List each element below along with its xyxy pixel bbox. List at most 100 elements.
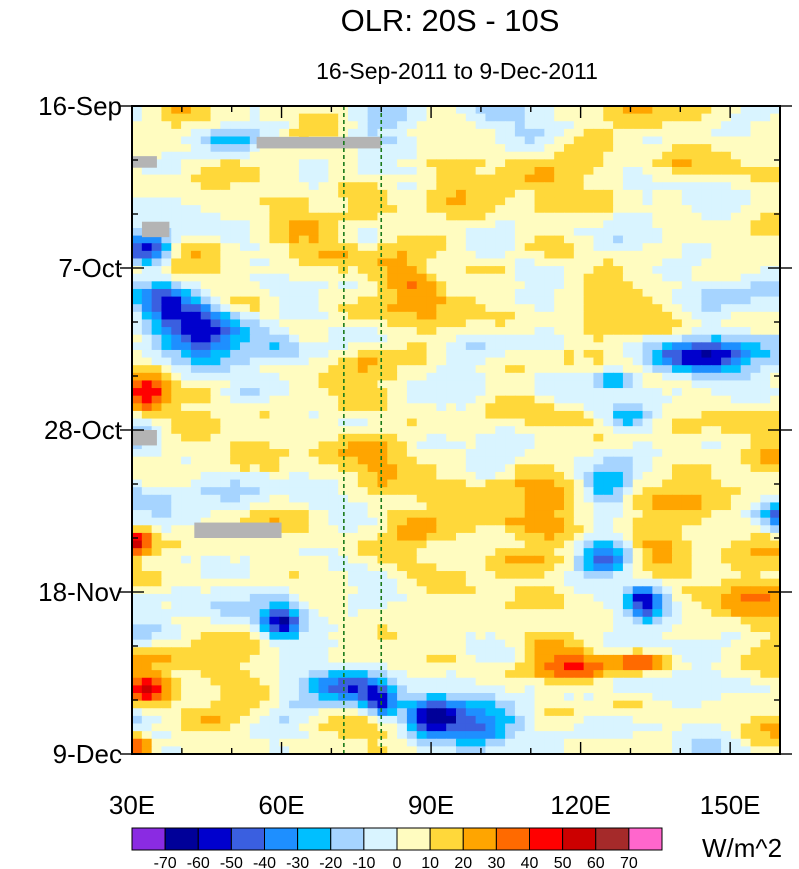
olr-cell <box>505 441 516 450</box>
olr-cell <box>436 144 447 153</box>
olr-cell <box>220 502 231 511</box>
olr-cell <box>338 479 349 488</box>
olr-cell <box>740 342 752 351</box>
olr-cell <box>524 471 536 481</box>
olr-cell <box>485 372 496 382</box>
olr-cell <box>249 601 261 610</box>
olr-cell <box>750 281 761 290</box>
olr-cell <box>662 159 673 168</box>
olr-cell <box>652 266 663 275</box>
olr-cell <box>603 456 614 465</box>
olr-cell <box>132 227 143 237</box>
olr-cell <box>770 395 780 404</box>
olr-cell <box>740 334 752 343</box>
olr-cell <box>259 433 271 443</box>
olr-cell <box>151 647 163 656</box>
olr-cell <box>495 372 506 382</box>
olr-cell <box>721 464 732 473</box>
olr-cell <box>161 548 172 557</box>
olr-cell <box>348 632 359 641</box>
olr-cell <box>475 479 487 488</box>
olr-cell <box>475 662 487 671</box>
olr-cell <box>181 113 192 122</box>
olr-cell <box>622 243 634 252</box>
olr-cell <box>662 349 673 359</box>
olr-cell <box>289 227 300 237</box>
olr-cell <box>279 159 290 168</box>
olr-cell <box>387 166 398 176</box>
olr-cell <box>554 220 565 229</box>
olr-cell <box>377 357 388 366</box>
olr-cell <box>220 372 231 382</box>
olr-cell <box>632 578 644 587</box>
olr-cell <box>672 349 683 359</box>
olr-cell <box>505 403 516 412</box>
olr-cell <box>475 189 487 199</box>
olr-cell <box>652 136 663 145</box>
olr-cell <box>259 357 271 366</box>
olr-cell <box>387 662 398 671</box>
olr-cell <box>603 319 614 328</box>
olr-cell <box>711 403 722 412</box>
olr-cell <box>691 510 703 519</box>
olr-cell <box>367 464 379 473</box>
olr-cell <box>760 319 771 328</box>
olr-cell <box>328 182 339 191</box>
olr-cell <box>210 220 221 229</box>
olr-cell <box>465 639 477 648</box>
olr-cell <box>495 250 506 260</box>
olr-cell <box>632 159 644 168</box>
olr-cell <box>220 654 231 664</box>
olr-cell <box>740 616 752 625</box>
olr-cell <box>711 563 722 572</box>
olr-cell <box>151 235 163 244</box>
olr-cell <box>151 441 163 450</box>
olr-cell <box>171 433 182 443</box>
olr-cell <box>397 433 408 443</box>
olr-cell <box>573 273 585 282</box>
olr-cell <box>220 227 231 237</box>
olr-cell <box>141 349 153 359</box>
olr-cell <box>465 517 477 526</box>
olr-cell <box>740 670 752 679</box>
olr-cell <box>691 670 703 679</box>
olr-cell <box>269 128 280 138</box>
olr-cell <box>760 418 771 427</box>
olr-cell <box>387 197 398 206</box>
olr-cell <box>298 403 310 412</box>
olr-cell <box>534 677 545 686</box>
olr-cell <box>672 632 683 641</box>
olr-cell <box>672 654 683 664</box>
olr-cell <box>132 502 143 511</box>
olr-cell <box>740 189 752 199</box>
olr-cell <box>544 372 555 382</box>
olr-cell <box>622 479 634 488</box>
olr-cell <box>495 464 506 473</box>
olr-cell <box>514 227 526 237</box>
olr-cell <box>279 449 290 458</box>
olr-cell <box>514 609 526 618</box>
olr-cell <box>524 487 536 496</box>
olr-cell <box>397 578 408 587</box>
olr-cell <box>190 296 202 305</box>
olr-cell <box>495 654 506 664</box>
olr-cell <box>377 494 388 504</box>
olr-cell <box>475 266 487 275</box>
olr-cell <box>161 449 172 458</box>
olr-cell <box>318 616 329 625</box>
olr-cell <box>740 372 752 382</box>
olr-cell <box>524 235 536 244</box>
olr-cell <box>642 121 653 130</box>
olr-cell <box>760 532 771 542</box>
olr-cell <box>770 647 780 656</box>
olr-cell <box>622 403 634 412</box>
olr-cell <box>436 555 447 565</box>
olr-cell <box>289 365 300 374</box>
olr-cell <box>416 197 428 206</box>
olr-cell <box>357 220 369 229</box>
olr-cell <box>603 159 614 168</box>
olr-cell <box>220 342 231 351</box>
olr-cell <box>681 113 693 122</box>
olr-cell <box>230 227 241 237</box>
olr-cell <box>397 456 408 465</box>
